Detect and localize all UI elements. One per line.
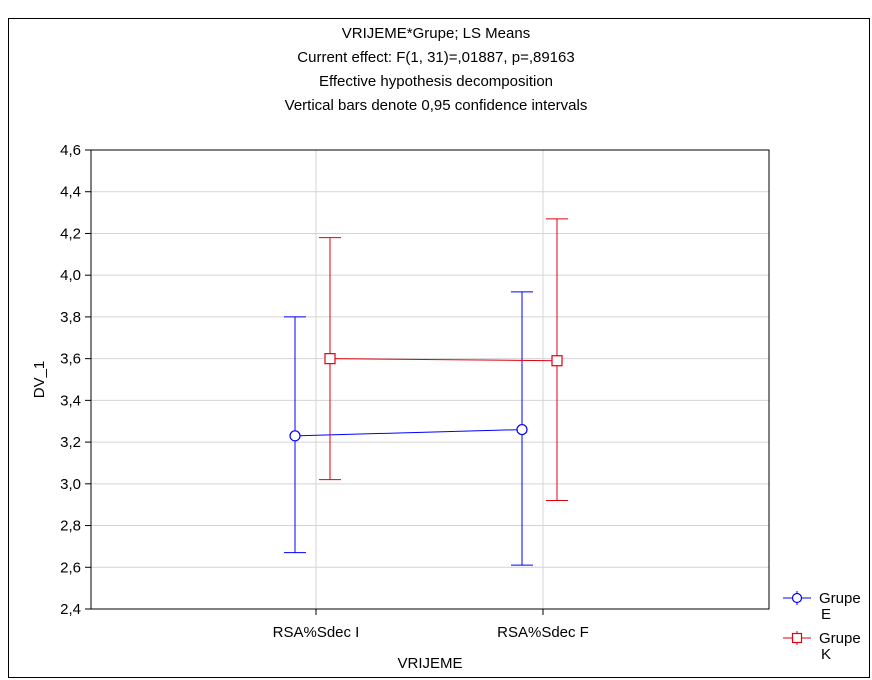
legend-marker [791,592,803,604]
y-tick-label: 3,6 [60,351,81,368]
data-point [324,353,336,365]
title-line-1: VRIJEME*Grupe; LS Means [341,25,531,42]
y-tick-label: 3,0 [60,476,81,493]
title-line-4: Vertical bars denote 0,95 confidence int… [284,97,588,114]
series-line [294,429,523,437]
y-tick-label: 4,6 [60,142,81,159]
series-grupe-e [284,291,533,566]
chart-title: VRIJEME*Grupe; LS Means Current effect: … [0,22,872,118]
x-axis: RSA%Sdec I RSA%Sdec F [273,609,589,641]
y-tick-label: 3,4 [60,392,81,409]
y-tick-label: 3,8 [60,309,81,326]
y-axis: 2,4 2,6 2,8 3,0 3,2 3,4 3,6 3,8 4,0 4,2 4,4 4,6 [60,142,91,618]
series-grupe-k [319,218,568,502]
y-tick-label: 4,4 [60,184,81,201]
grid-layer [91,150,769,609]
y-tick-label: 3,2 [60,434,81,451]
x-axis-label: VRIJEME [397,655,462,672]
x-tick-label: RSA%Sdec I [273,624,360,641]
title-line-2: Current effect: F(1, 31)=,01887, p=,8916… [297,49,575,66]
y-tick-label: 4,2 [60,225,81,242]
y-tick-label: 2,4 [60,601,81,618]
data-point [289,430,301,442]
data-point [516,423,528,436]
legend-label: E [821,606,831,623]
data-point [551,355,563,367]
x-tick-label: RSA%Sdec F [497,624,589,641]
y-tick-label: 2,6 [60,559,81,576]
legend-label: Grupe [819,590,861,607]
y-tick-label: 2,8 [60,518,81,535]
title-line-3: Effective hypothesis decomposition [318,73,554,90]
y-axis-label: DV_1 [31,361,48,399]
legend-label: Grupe [819,630,861,647]
y-tick-label: 4,0 [60,267,81,284]
series-line [329,358,558,362]
legend-marker [791,632,803,644]
chart-frame [8,18,870,678]
series-layer [284,218,568,566]
plot-border [90,149,770,610]
legend-label: K [821,646,831,663]
